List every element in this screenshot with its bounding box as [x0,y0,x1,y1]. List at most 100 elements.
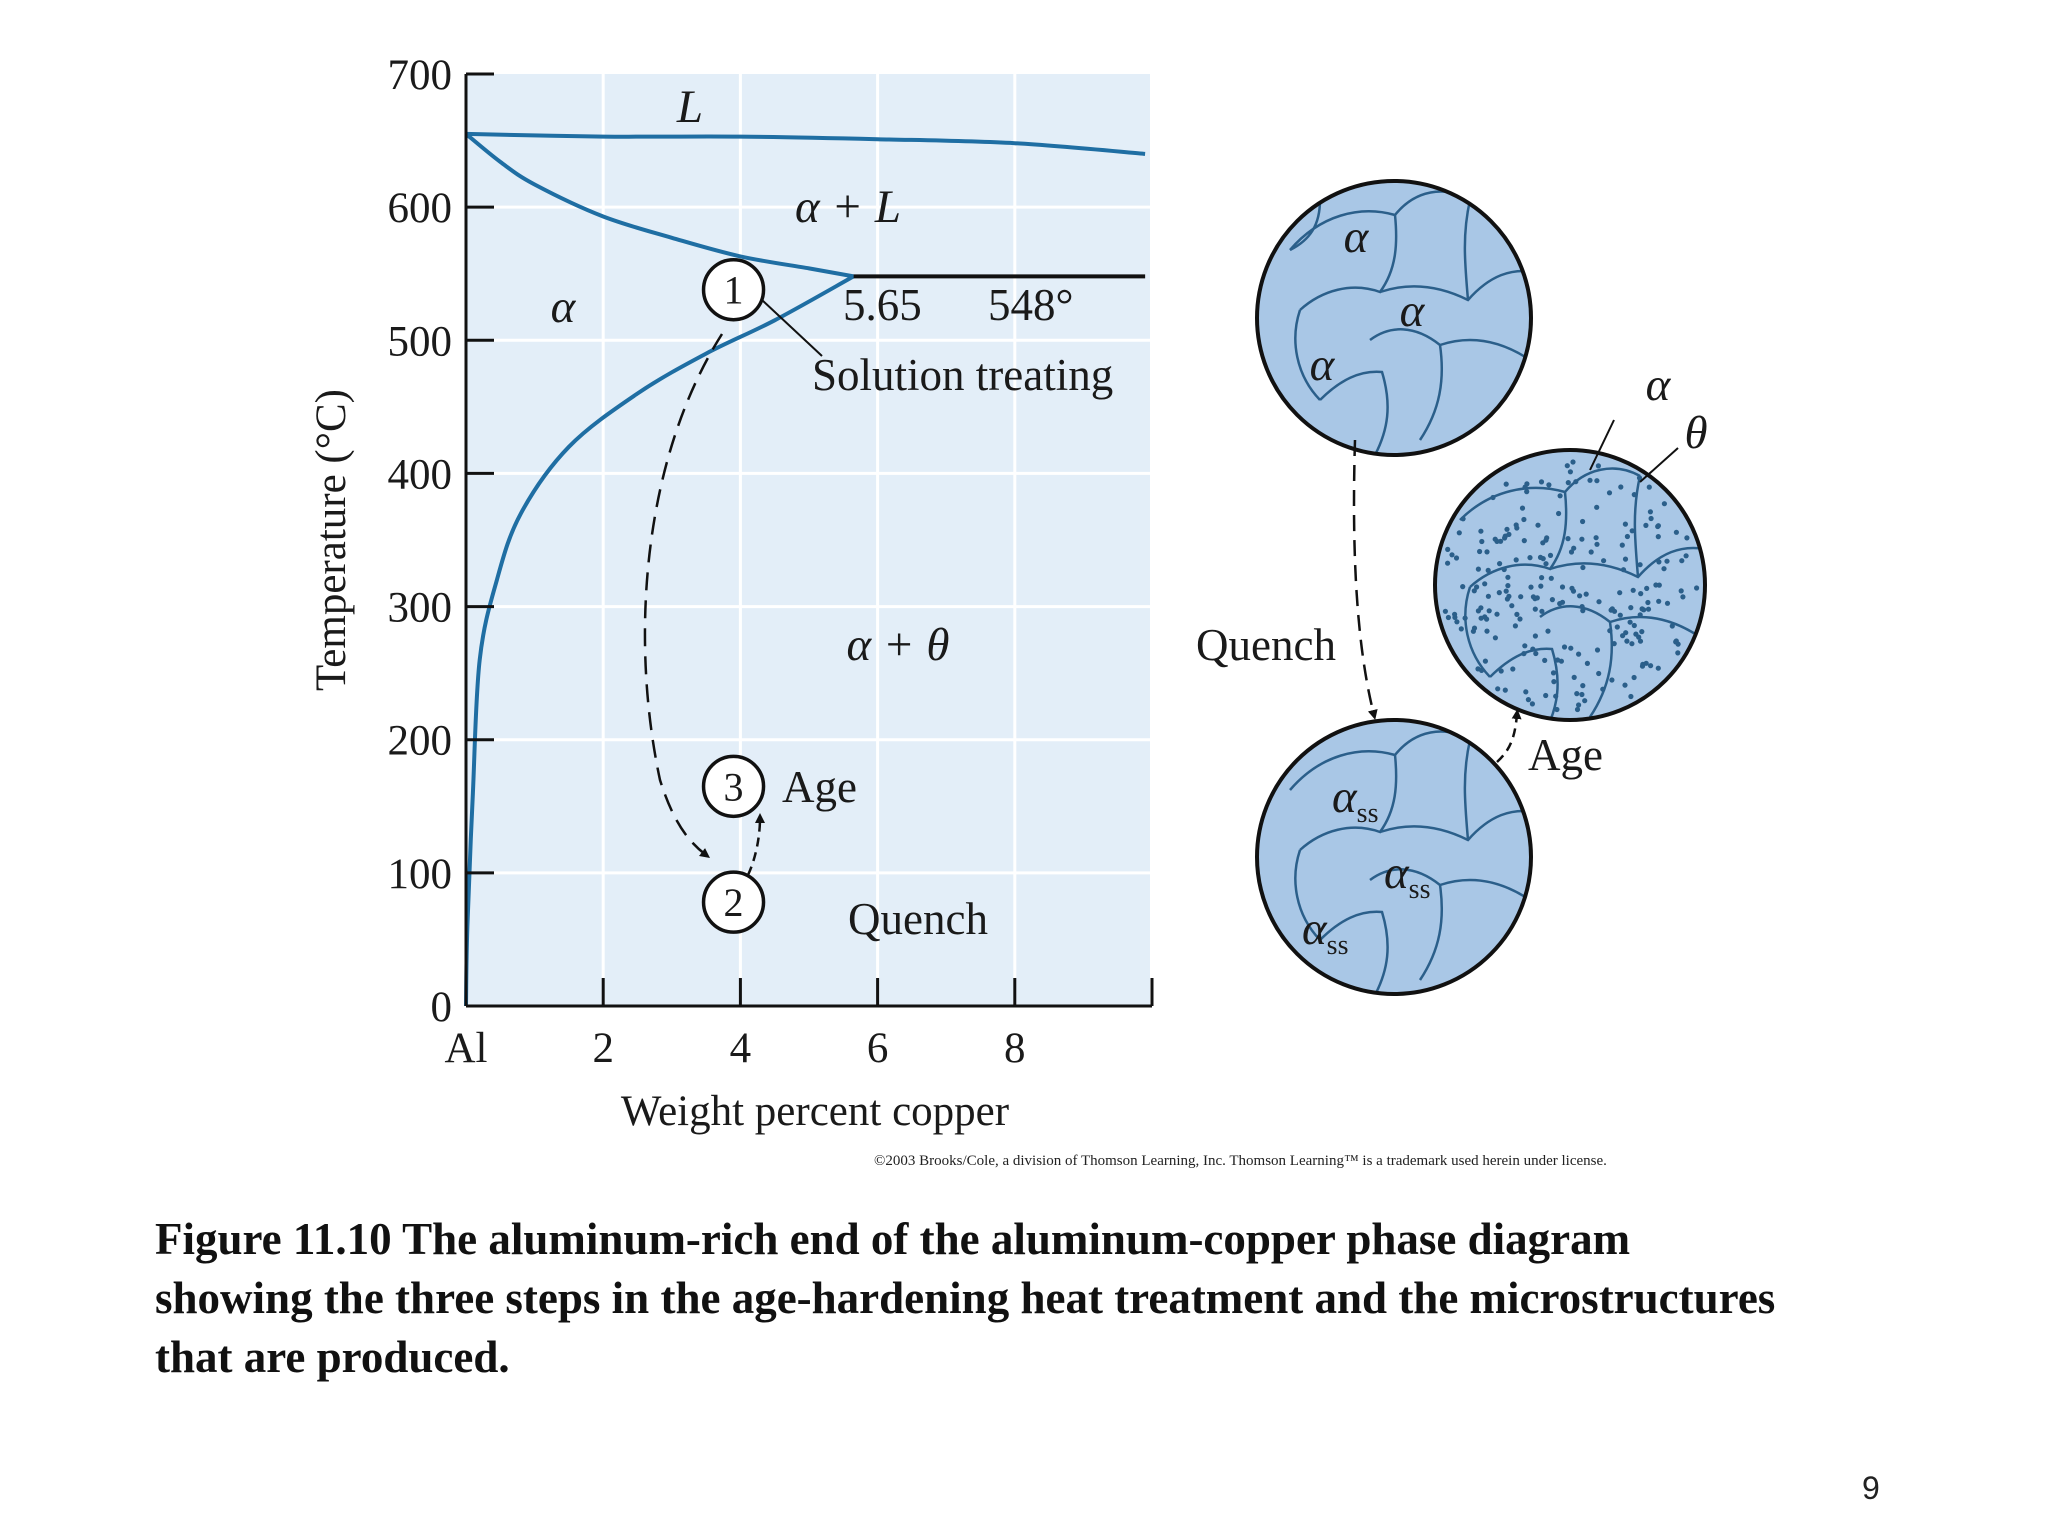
theta-precipitate [1655,665,1661,671]
theta-precipitate [1482,581,1488,587]
caption-line: that are produced. [155,1332,510,1382]
theta-precipitate [1565,536,1571,542]
solution-treating-label: Solution treating [812,350,1113,400]
theta-precipitate [1624,533,1630,540]
theta-precipitate [1442,608,1448,614]
theta-precipitate [1574,691,1580,697]
y-tick-label: 500 [388,318,453,365]
x-axis-ticks: Al 2 4 6 8 [445,978,1154,1072]
theta-precipitate [1527,555,1533,561]
theta-precipitate [1647,509,1653,515]
theta-precipitate [1498,668,1504,674]
theta-precipitate [1594,541,1600,547]
region-alpha-liquid-label: α + L [795,181,901,233]
theta-precipitate [1628,693,1634,700]
x-tick-label: 8 [1004,1025,1026,1072]
theta-precipitate [1548,575,1554,581]
theta-precipitate [1643,522,1649,529]
theta-precipitate [1486,608,1492,614]
theta-precipitate [1614,624,1620,630]
theta-precipitate [1631,674,1637,681]
solvus-curve [464,274,855,1007]
theta-precipitate [1564,463,1570,469]
theta-precipitate [1543,561,1549,567]
theta-precipitate [1656,559,1662,565]
y-tick-label: 300 [388,585,453,632]
theta-precipitate [1518,594,1524,600]
theta-precipitate [1568,645,1574,651]
theta-precipitate [1545,628,1551,634]
theta-precipitate [1445,546,1451,553]
theta-precipitate [1622,521,1628,527]
theta-precipitate [1611,641,1617,647]
theta-precipitate [1678,588,1684,594]
theta-precipitate [1629,641,1635,647]
theta-precipitate [1521,538,1527,544]
theta-precipitate [1594,647,1601,653]
theta-precipitate [1577,593,1583,599]
aged-theta-leader [1639,447,1679,483]
micro-age-arrow [1496,709,1522,763]
theta-precipitate [1540,540,1546,546]
theta-precipitate [1475,566,1481,572]
theta-precipitate [1645,599,1651,606]
theta-precipitate [1588,549,1594,555]
theta-precipitate [1580,518,1586,525]
theta-precipitate [1506,531,1512,538]
theta-precipitate [1648,663,1654,669]
theta-precipitate [1673,638,1679,644]
theta-precipitate [1631,622,1637,629]
theta-precipitate [1497,561,1503,567]
theta-precipitate [1479,667,1485,674]
theta-precipitate [1645,606,1652,612]
theta-precipitate [1550,670,1557,676]
theta-precipitate [1622,556,1629,562]
theta-precipitate [1646,484,1652,490]
y-tick-label: 0 [431,984,453,1031]
theta-precipitate [1462,615,1468,621]
theta-precipitate [1532,606,1538,612]
y-axis-ticks: 0 100 200 300 400 500 600 700 [388,52,494,1031]
theta-precipitate [1576,702,1582,708]
theta-precipitate [1629,528,1635,534]
theta-precipitate [1556,510,1562,517]
theta-precipitate [1579,691,1585,698]
quench-path-dashed [643,333,724,859]
theta-precipitate [1637,612,1643,618]
region-alpha-label: α [551,281,577,333]
theta-precipitate [1522,643,1528,649]
theta-precipitate [1458,626,1464,632]
theta-precipitate [1571,545,1577,551]
theta-precipitate [1478,528,1484,534]
micro-quench-label: Quench [1196,620,1336,670]
theta-precipitate [1694,585,1700,591]
theta-precipitate [1521,516,1527,523]
top-grain-label: α [1344,211,1370,263]
theta-precipitate [1525,697,1531,703]
theta-precipitate [1619,542,1625,548]
theta-precipitate [1557,601,1563,607]
theta-precipitate [1620,567,1627,573]
theta-precipitate [1449,552,1455,558]
theta-precipitate [1482,658,1488,664]
theta-precipitate [1478,615,1484,621]
eutectic-temperature-label: 548° [988,280,1074,330]
theta-precipitate [1648,515,1654,522]
theta-precipitate [1675,650,1681,656]
theta-precipitate [1623,630,1629,636]
page-number: 9 [1862,1470,1880,1506]
theta-precipitate [1544,535,1550,541]
y-tick-label: 700 [388,52,453,99]
theta-precipitate [1584,660,1590,667]
theta-precipitate [1622,682,1628,688]
theta-precipitate [1504,526,1510,532]
theta-precipitate [1453,555,1460,561]
theta-precipitate [1636,634,1642,640]
theta-precipitate [1547,552,1554,559]
theta-precipitate [1565,480,1571,486]
theta-precipitate [1460,584,1466,590]
theta-precipitate [1529,701,1535,707]
theta-precipitate [1607,628,1613,634]
theta-precipitate [1568,549,1575,555]
theta-precipitate [1470,628,1476,634]
